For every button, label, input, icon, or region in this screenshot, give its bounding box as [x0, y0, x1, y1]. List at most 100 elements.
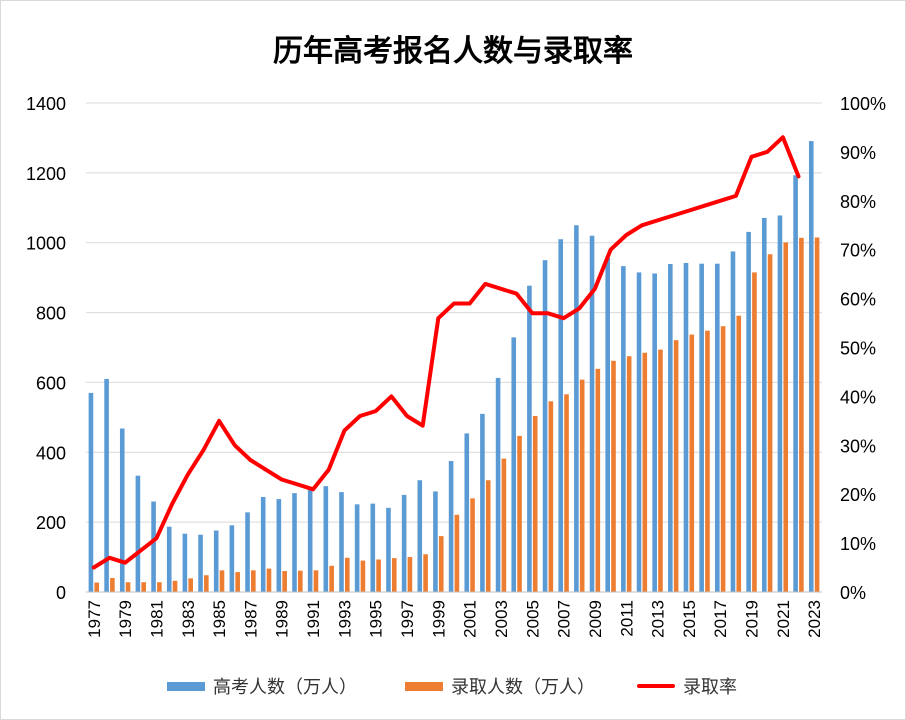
x-tick-label: 2009	[586, 600, 605, 638]
bar-applicants	[323, 486, 329, 592]
bar-admitted	[407, 557, 413, 592]
legend-item-applicants: 高考人数（万人）	[167, 674, 357, 698]
bar-admitted	[611, 360, 616, 592]
bar-applicants	[761, 217, 767, 593]
bar-applicants	[668, 264, 673, 592]
bar-admitted	[517, 435, 522, 592]
bar-applicants	[746, 231, 751, 593]
bar-admitted	[814, 237, 820, 592]
bar-applicants	[370, 503, 376, 592]
bar-applicants	[166, 526, 172, 592]
x-tick-label: 1985	[210, 600, 229, 638]
bar-admitted	[501, 458, 507, 592]
x-tick-label: 2005	[523, 600, 542, 638]
x-tick-label: 1983	[179, 600, 198, 638]
bar-admitted	[313, 570, 319, 592]
bar-applicants	[198, 534, 203, 592]
bar-applicants	[260, 496, 266, 592]
x-tick-label: 2017	[711, 600, 730, 638]
bar-applicants	[527, 285, 532, 592]
line-admission-rate	[91, 135, 801, 570]
bar-admitted	[454, 514, 460, 592]
bar-admitted	[752, 272, 757, 592]
bar-applicants	[354, 504, 360, 592]
legend-swatch-rate	[637, 684, 675, 688]
bar-admitted	[720, 326, 726, 592]
bar-admitted	[94, 582, 100, 592]
bar-applicants	[213, 530, 219, 592]
y-left-tick-label: 1400	[26, 94, 66, 114]
y-right-tick-label: 70%	[840, 241, 876, 261]
y-left-tick-label: 600	[36, 373, 66, 393]
bar-admitted	[110, 578, 115, 592]
bar-applicants	[119, 428, 125, 592]
bar-admitted	[673, 340, 679, 592]
bar-applicants	[135, 475, 141, 592]
y-right-tick-label: 100%	[840, 94, 886, 114]
x-tick-label: 2013	[649, 600, 668, 638]
x-tick-label: 2015	[680, 600, 699, 638]
bar-applicants	[448, 461, 454, 592]
bar-admitted	[767, 254, 773, 592]
bar-applicants	[229, 525, 235, 592]
bar-applicants	[715, 263, 720, 592]
x-tick-label: 2021	[774, 600, 793, 638]
x-tick-label: 1995	[367, 600, 386, 638]
legend-swatch-applicants	[167, 681, 205, 691]
y-right-tick-label: 30%	[840, 436, 876, 456]
bar-admitted	[235, 572, 240, 592]
bar-admitted	[532, 415, 538, 592]
bar-applicants	[793, 175, 798, 593]
legend-label-applicants: 高考人数（万人）	[213, 677, 357, 698]
bar-admitted	[736, 315, 742, 592]
legend-label-rate: 录取率	[683, 677, 737, 698]
bar-applicants	[589, 235, 595, 592]
bar-applicants	[621, 266, 626, 592]
y-right-tick-label: 20%	[840, 485, 876, 505]
legend-label-admitted: 录取人数（万人）	[451, 677, 595, 698]
bar-admitted	[799, 237, 804, 592]
x-tick-label: 2003	[492, 600, 511, 638]
bar-admitted	[391, 558, 397, 592]
bar-applicants	[88, 392, 94, 592]
chart-title: 历年高考报名人数与录取率	[273, 34, 633, 69]
bar-admitted	[157, 582, 162, 592]
bar-admitted	[564, 394, 569, 592]
bar-admitted	[344, 557, 350, 592]
bar-admitted	[438, 536, 444, 592]
bar-applicants	[339, 492, 344, 592]
x-tick-label: 2019	[743, 600, 762, 638]
bar-admitted	[188, 578, 193, 592]
bar-applicants	[683, 262, 689, 592]
y-left-tick-label: 1200	[26, 164, 66, 184]
bar-applicants	[433, 491, 438, 592]
bar-applicants	[808, 141, 814, 592]
bar-applicants	[292, 493, 297, 592]
bar-applicants	[464, 433, 470, 592]
bar-applicants	[401, 494, 407, 592]
bar-applicants	[652, 273, 657, 592]
y-left-tick-label: 200	[36, 513, 66, 533]
bar-applicants	[480, 413, 485, 592]
bar-admitted	[125, 582, 131, 592]
bar-applicants	[605, 257, 610, 592]
x-tick-label: 1977	[85, 600, 104, 638]
x-tick-label: 1999	[429, 600, 448, 638]
bar-applicants	[276, 499, 282, 592]
y-right-tick-label: 0%	[840, 583, 866, 603]
x-tick-label: 1987	[241, 600, 260, 638]
bar-applicants	[730, 251, 736, 593]
x-tick-label: 1981	[148, 600, 167, 638]
bar-admitted	[423, 554, 428, 592]
bar-admitted	[642, 352, 648, 592]
legend-item-rate: 录取率	[637, 674, 737, 698]
bar-admitted	[783, 242, 789, 593]
x-tick-label: 2011	[617, 600, 636, 637]
bar-admitted	[470, 498, 475, 592]
bar-applicants	[182, 533, 188, 592]
legend-item-admitted: 录取人数（万人）	[405, 674, 595, 698]
bar-admitted	[658, 349, 663, 592]
bar-admitted	[141, 582, 147, 592]
legend-swatch-admitted	[405, 681, 443, 691]
